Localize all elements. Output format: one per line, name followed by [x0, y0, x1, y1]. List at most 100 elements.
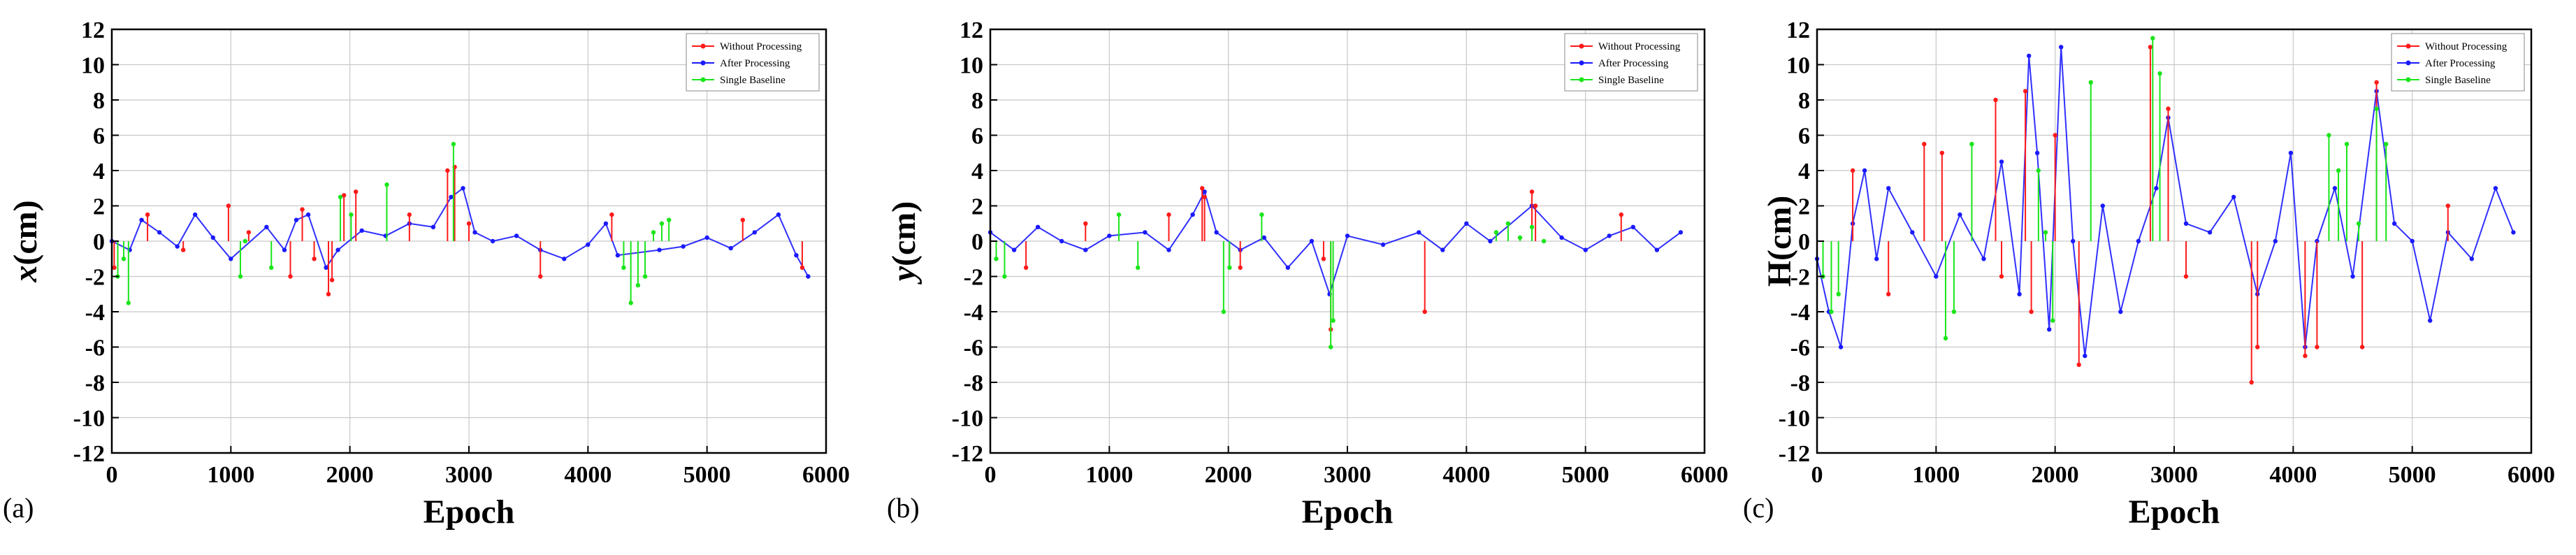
- point-without-processing: [2315, 345, 2320, 349]
- point-single-baseline: [1259, 212, 1264, 217]
- point-after-processing: [657, 247, 662, 252]
- point-after-processing: [1190, 212, 1195, 217]
- chart-panel-b: 0 1000 2000 3000 4000 5000 6000 12 10 8 6 4 2 0 -2 -4 -6…: [885, 17, 1728, 531]
- point-without-processing: [1200, 186, 1205, 191]
- point-without-processing: [1238, 265, 1243, 271]
- point-without-processing: [2053, 133, 2057, 138]
- point-without-processing: [2249, 380, 2254, 385]
- point-after-processing: [282, 247, 287, 252]
- point-without-processing: [2076, 362, 2081, 367]
- legend-swatch-marker: [2405, 43, 2411, 49]
- legend-entry: Without Processing: [2425, 41, 2508, 52]
- x-tick-label: 3000: [445, 462, 493, 488]
- point-without-processing: [342, 193, 347, 198]
- point-single-baseline: [2036, 168, 2041, 173]
- y-tick-label: -2: [1790, 265, 1810, 291]
- point-after-processing: [2511, 230, 2516, 235]
- y-tick-label: 12: [1786, 17, 1810, 43]
- point-after-processing: [776, 212, 781, 217]
- point-after-processing: [1166, 247, 1171, 252]
- point-after-processing: [1910, 230, 1915, 235]
- point-single-baseline: [451, 141, 456, 147]
- y-tick-label: -8: [1790, 370, 1810, 396]
- point-without-processing: [145, 212, 150, 217]
- legend-c: Without Processing After Processing Single…: [2391, 33, 2525, 92]
- point-without-processing: [1422, 309, 1427, 315]
- point-after-processing: [449, 194, 454, 200]
- point-after-processing: [430, 224, 436, 229]
- y-tick-label: -12: [952, 441, 983, 467]
- y-tick-label: -10: [1779, 406, 1810, 432]
- point-single-baseline: [667, 217, 672, 222]
- x-tick-label: 3000: [2150, 462, 2198, 488]
- x-tick-label: 0: [106, 462, 118, 488]
- y-tick-label: 8: [971, 88, 983, 114]
- point-after-processing: [752, 230, 758, 235]
- y-tick-label: -2: [85, 265, 105, 291]
- y-tick-label: -6: [964, 336, 983, 361]
- y-tick-label: 12: [81, 17, 105, 43]
- y-tick-label: -6: [85, 336, 105, 361]
- point-single-baseline: [126, 301, 131, 305]
- legend-entry: After Processing: [720, 58, 790, 69]
- y-tick-label: 2: [93, 194, 105, 220]
- point-after-processing: [1214, 230, 1219, 235]
- point-without-processing: [1321, 257, 1326, 261]
- x-tick-label: 1000: [207, 462, 254, 488]
- y-tick-label: 0: [1798, 229, 1810, 255]
- point-single-baseline: [2088, 80, 2093, 85]
- x-tick-label: 1000: [1912, 462, 1960, 488]
- grid-b: [990, 29, 1705, 454]
- point-without-processing: [2148, 45, 2153, 50]
- y-tick-label: -4: [964, 300, 983, 326]
- point-after-processing: [2428, 318, 2433, 323]
- panel-label-b: (b): [887, 492, 920, 524]
- x-tick-label: 2000: [326, 462, 374, 488]
- point-single-baseline: [338, 194, 343, 200]
- point-after-processing: [2288, 150, 2294, 155]
- point-without-processing: [246, 230, 252, 235]
- point-after-processing: [1654, 247, 1660, 252]
- point-single-baseline: [349, 212, 354, 217]
- point-single-baseline: [651, 230, 656, 235]
- point-without-processing: [2359, 345, 2365, 349]
- y-tick-label: -4: [1790, 300, 1810, 326]
- x-tick-label: 2000: [1205, 462, 1252, 488]
- point-without-processing: [1023, 265, 1029, 271]
- point-single-baseline: [2374, 106, 2379, 111]
- point-without-processing: [407, 212, 412, 217]
- y-axis-title-c: H(cm): [1761, 196, 1798, 287]
- point-without-processing: [112, 265, 117, 271]
- point-single-baseline: [2050, 318, 2055, 323]
- point-without-processing: [2374, 80, 2379, 85]
- legend-entry: After Processing: [1598, 58, 1669, 69]
- tick-group-a: 0 1000 2000 3000 4000 5000 6000 12 10 8 6 4 2 0 -2 -4 -6…: [73, 17, 850, 488]
- point-single-baseline: [243, 238, 247, 244]
- point-after-processing: [1559, 235, 1564, 240]
- point-after-processing: [603, 221, 609, 226]
- point-without-processing: [2445, 203, 2450, 208]
- point-after-processing: [2273, 238, 2278, 244]
- legend-swatch-marker: [2405, 60, 2411, 66]
- point-after-processing: [1999, 159, 2004, 164]
- point-after-processing: [615, 253, 621, 258]
- point-without-processing: [799, 265, 805, 271]
- point-after-processing: [1934, 274, 1939, 279]
- x-tick-label: 6000: [802, 462, 850, 488]
- point-without-processing: [1922, 141, 1927, 147]
- point-after-processing: [728, 245, 733, 251]
- point-after-processing: [2118, 309, 2123, 315]
- legend-entry: Single Baseline: [1598, 75, 1664, 86]
- x-tick-label: 4000: [1442, 462, 1490, 488]
- point-after-processing: [2332, 186, 2338, 191]
- y-tick-label: -6: [1790, 336, 1810, 361]
- series-group-b: [987, 186, 1684, 349]
- point-after-processing: [2183, 221, 2189, 226]
- y-tick-label: -12: [73, 441, 105, 467]
- tick-group-c: 0 1000 2000 3000 4000 5000 6000 12 10 8 6 4 2 0 -2 -4 -6…: [1779, 17, 2555, 488]
- point-single-baseline: [1517, 235, 1523, 240]
- point-after-processing: [1678, 230, 1684, 235]
- point-after-processing: [2017, 291, 2022, 296]
- y-tick-label: -8: [85, 370, 105, 396]
- point-single-baseline: [994, 257, 999, 261]
